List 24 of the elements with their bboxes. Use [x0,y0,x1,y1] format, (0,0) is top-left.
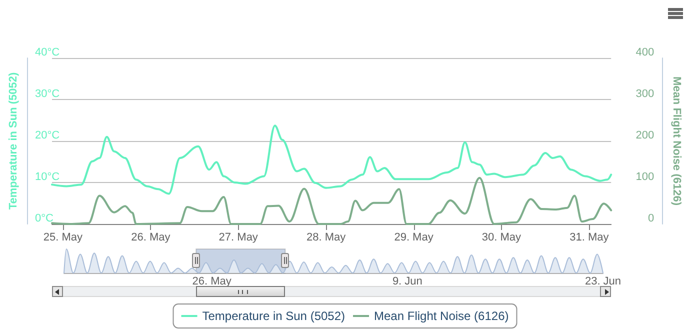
y2-tick-label: 400 [636,46,654,58]
y-tick-label: 20°C [35,130,60,142]
x-tick-label: 26. May [192,276,232,288]
legend-label: Temperature in Sun (5052) [202,309,346,323]
x-tick-label: 31. May [570,232,610,244]
y2-tick-label: 300 [636,88,654,100]
y2-tick-label: 100 [636,171,654,183]
y-tick-label: 10°C [35,171,60,183]
y2-tick-label: 200 [636,130,654,142]
x-tick-label: 28. May [306,232,346,244]
x-tick-label: 26. May [131,232,171,244]
y-axis-title: Temperature in Sun (5052) [8,72,20,210]
legend-label: Mean Flight Noise (6126) [374,309,509,323]
y2-tick-label: 0 [648,212,654,224]
x-tick-label: 30. May [482,232,522,244]
x-tick-label: 27. May [218,232,258,244]
y-tick-label: 40°C [35,46,60,58]
x-tick-label: 9. Jun [392,276,422,288]
y2-axis-title: Mean Flight Noise (6126) [670,76,682,206]
y-tick-label: 30°C [35,88,60,100]
y-tick-label: 0°C [35,212,54,224]
x-tick-label: 29. May [394,232,434,244]
x-tick-label: 25. May [43,232,84,244]
x-tick-label: 23. Jun [584,276,622,288]
